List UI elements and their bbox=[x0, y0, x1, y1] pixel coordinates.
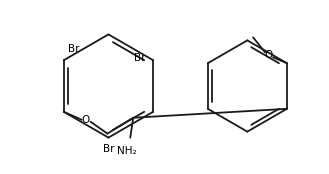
Text: Br: Br bbox=[103, 144, 114, 153]
Text: O: O bbox=[82, 115, 90, 125]
Text: Br: Br bbox=[68, 44, 79, 54]
Text: Br: Br bbox=[134, 53, 145, 63]
Text: NH₂: NH₂ bbox=[117, 145, 137, 156]
Text: O: O bbox=[265, 50, 273, 60]
